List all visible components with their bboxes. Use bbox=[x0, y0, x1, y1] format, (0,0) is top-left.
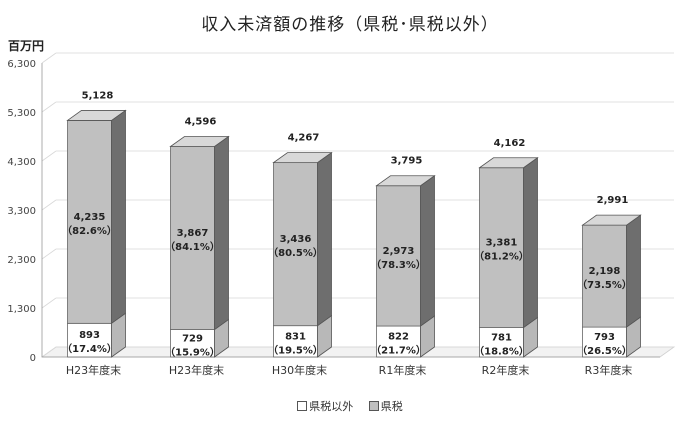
data-label-total: 4,267 bbox=[288, 133, 320, 144]
y-tick-label: 6,300 bbox=[7, 59, 36, 70]
bar-non-tax-front bbox=[582, 326, 627, 358]
bar-tax-side bbox=[420, 174, 435, 327]
data-label-tax-value: 3,381 bbox=[486, 238, 518, 249]
data-label-non-tax-percent: （21.7%） bbox=[371, 344, 426, 357]
bar-tax-front bbox=[273, 162, 318, 327]
y-tick-label: 1,300 bbox=[7, 304, 36, 315]
data-label-non-tax-percent: （15.9%） bbox=[165, 345, 220, 358]
data-label-total: 5,128 bbox=[82, 90, 114, 101]
data-label-tax-percent: （80.5%） bbox=[268, 246, 323, 259]
legend-item-tax: 県税 bbox=[368, 398, 403, 414]
bar-tax-front bbox=[479, 167, 524, 328]
gridline-depth bbox=[41, 52, 57, 64]
x-tick-label: H30年度末 bbox=[272, 363, 327, 377]
data-label-non-tax-value: 822 bbox=[388, 332, 409, 343]
bar-tax-side bbox=[214, 135, 229, 331]
gridline-depth bbox=[41, 346, 57, 358]
data-label-total: 4,596 bbox=[185, 116, 217, 127]
gridline-depth bbox=[41, 150, 57, 162]
data-label-tax-percent: （84.1%） bbox=[165, 240, 220, 253]
y-tick-label: 3,300 bbox=[7, 206, 36, 217]
data-label-tax-value: 3,867 bbox=[177, 228, 209, 239]
data-label-non-tax-value: 729 bbox=[182, 333, 203, 344]
legend-item-non-tax: 県税以外 bbox=[297, 398, 353, 414]
bar-tax-side bbox=[111, 109, 126, 325]
x-tick-label: R3年度末 bbox=[585, 363, 633, 377]
y-tick-label: 0 bbox=[30, 353, 36, 364]
y-tick-label: 5,300 bbox=[7, 108, 36, 119]
gridline-depth bbox=[41, 248, 57, 260]
legend-swatch-non-tax bbox=[297, 401, 308, 411]
data-label-non-tax-value: 793 bbox=[594, 332, 615, 343]
data-label-non-tax-percent: （26.5%） bbox=[577, 344, 632, 357]
data-label-non-tax-value: 893 bbox=[79, 330, 100, 341]
data-label-tax-value: 4,235 bbox=[74, 212, 106, 223]
data-label-total: 2,991 bbox=[597, 195, 629, 206]
bar-tax-top bbox=[66, 110, 127, 121]
bar-tax-side bbox=[626, 214, 641, 328]
data-label-total: 3,795 bbox=[391, 156, 423, 167]
bar-tax-top bbox=[169, 136, 230, 147]
x-tick-label: R1年度末 bbox=[379, 363, 427, 377]
bar-tax-front bbox=[67, 120, 112, 324]
data-label-tax-value: 2,973 bbox=[383, 246, 415, 257]
data-label-tax-value: 2,198 bbox=[589, 266, 621, 277]
data-label-non-tax-value: 831 bbox=[285, 331, 306, 342]
bar-tax-side bbox=[317, 151, 332, 327]
bar-tax-top bbox=[375, 175, 436, 187]
data-label-non-tax-percent: （18.8%） bbox=[474, 344, 529, 357]
data-label-tax-percent: （81.2%） bbox=[474, 250, 529, 263]
bar-tax-front bbox=[170, 146, 215, 330]
data-label-non-tax-percent: （17.4%） bbox=[62, 342, 117, 355]
legend-label-tax: 県税 bbox=[380, 400, 403, 413]
y-tick-label: 2,300 bbox=[7, 255, 36, 266]
chart-legend: 県税以外 県税 bbox=[0, 398, 700, 414]
data-label-non-tax-value: 781 bbox=[491, 332, 512, 343]
data-label-non-tax-percent: （19.5%） bbox=[268, 343, 323, 356]
gridline-depth bbox=[41, 199, 57, 211]
y-tick-label: 4,300 bbox=[7, 157, 36, 168]
data-label-tax-percent: （78.3%） bbox=[371, 258, 426, 271]
x-tick-label: H23年度末 bbox=[169, 363, 224, 377]
bar-tax-top bbox=[272, 152, 333, 164]
x-tick-label: H23年度末 bbox=[66, 363, 121, 377]
gridline-depth bbox=[41, 297, 57, 309]
chart-title: 収入未済額の推移（県税･県税以外） bbox=[201, 15, 499, 35]
legend-label-non-tax: 県税以外 bbox=[309, 400, 354, 413]
bar-tax-top bbox=[581, 214, 642, 226]
y-axis-unit: 百万円 bbox=[8, 39, 45, 53]
data-label-total: 4,162 bbox=[494, 138, 526, 149]
data-label-tax-percent: （82.6%） bbox=[62, 224, 117, 237]
bar-tax-front bbox=[376, 185, 421, 327]
legend-swatch-tax bbox=[368, 401, 379, 411]
gridline-depth bbox=[41, 101, 57, 113]
data-label-tax-value: 3,436 bbox=[280, 234, 312, 245]
bar-tax-top bbox=[478, 157, 539, 169]
bar-tax-side bbox=[523, 156, 538, 329]
data-label-tax-percent: （73.5%） bbox=[577, 278, 632, 291]
x-tick-label: R2年度末 bbox=[482, 363, 530, 377]
